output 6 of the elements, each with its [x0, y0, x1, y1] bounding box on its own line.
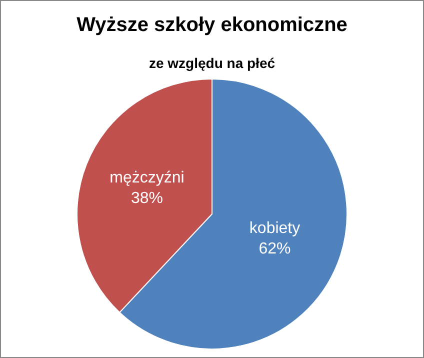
data-label: 62%: [258, 240, 291, 258]
chart-title: Wyższe szkoły ekonomiczne: [76, 14, 348, 36]
slice-label: kobiety: [249, 220, 300, 237]
chart-subtitle: ze względu na płeć: [148, 55, 276, 72]
data-label: 38%: [130, 190, 163, 208]
slice-label: mężczyźni: [110, 169, 184, 186]
